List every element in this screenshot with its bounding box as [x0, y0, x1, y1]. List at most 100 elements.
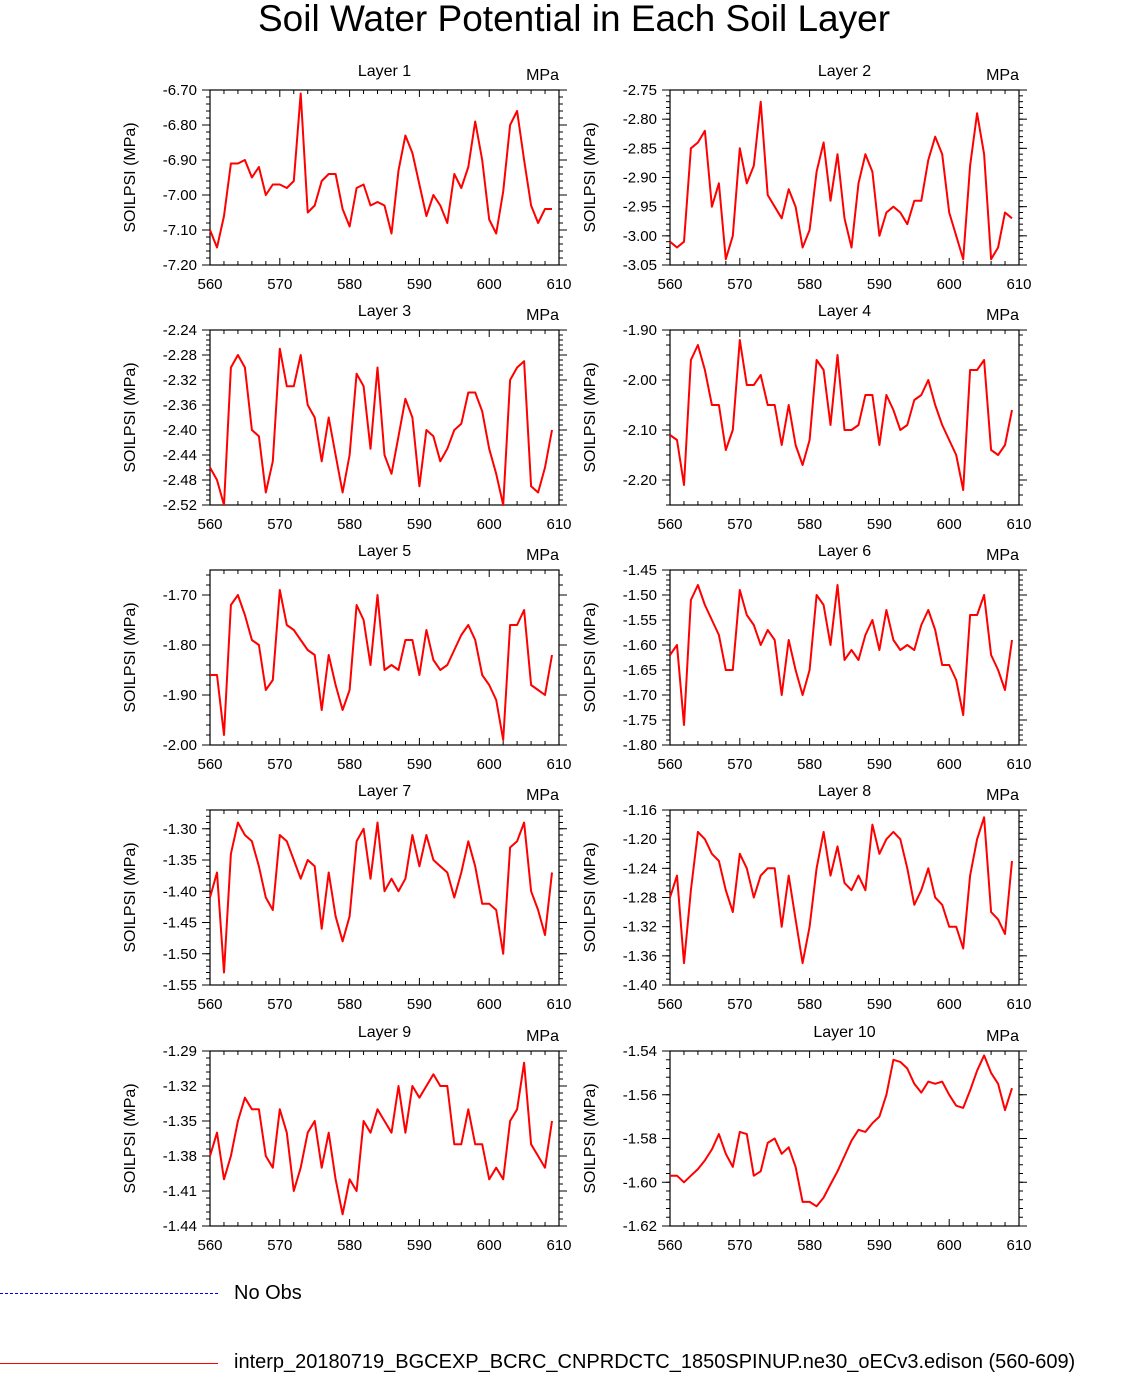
x-tick-label: 580: [797, 996, 822, 1013]
panel-layer-5: 560 570 580 590 600 610 -2.00 -1.90 -1.80 -1.70 SO…: [122, 543, 572, 773]
x-tick-label: 560: [657, 1237, 682, 1254]
plot-frame: [209, 569, 560, 746]
y-axis-label: SOILPSI (MPa): [582, 122, 599, 232]
y-tick-label: -6.90: [163, 152, 197, 169]
x-tick-label: 600: [477, 516, 502, 533]
y-axis-label: SOILPSI (MPa): [122, 362, 139, 472]
y-tick-label: -1.90: [163, 687, 197, 704]
y-tick-label: -1.58: [623, 1131, 657, 1148]
y-tick-label: -1.36: [623, 948, 657, 965]
y-tick-label: -2.36: [163, 397, 197, 414]
panel-units: MPa: [986, 547, 1019, 564]
legend-label-no-obs: No Obs: [234, 1282, 302, 1304]
y-tick-label: -1.38: [163, 1148, 197, 1165]
plot-frame: [209, 89, 560, 266]
panel-units: MPa: [526, 67, 559, 84]
x-tick-label: 570: [727, 996, 752, 1013]
y-tick-label: -3.00: [623, 228, 657, 245]
y-tick-label: -2.32: [163, 372, 197, 389]
plot-frame: [209, 1050, 560, 1227]
x-tick-label: 560: [657, 276, 682, 293]
x-tick-label: 610: [1006, 1237, 1031, 1254]
y-axis-label: SOILPSI (MPa): [582, 602, 599, 712]
y-tick-label: -1.54: [623, 1043, 657, 1060]
y-tick-label: -7.20: [163, 257, 197, 274]
panel-units: MPa: [986, 787, 1019, 804]
y-tick-label: -1.40: [163, 883, 197, 900]
legend-label-model: interp_20180719_BGCEXP_BCRC_CNPRDCTC_185…: [234, 1351, 1076, 1373]
series-line: [209, 347, 553, 506]
y-tick-label: -2.90: [623, 170, 657, 187]
x-tick-label: 590: [867, 276, 892, 293]
plot-frame: [669, 809, 1020, 986]
y-tick-label: -1.35: [163, 1113, 197, 1130]
y-tick-label: -1.28: [623, 890, 657, 907]
y-tick-label: -1.35: [163, 852, 197, 869]
x-tick-label: 590: [867, 756, 892, 773]
y-tick-label: -1.32: [623, 919, 657, 936]
x-tick-label: 570: [267, 516, 292, 533]
panel-title: Layer 6: [818, 543, 871, 560]
x-tick-label: 600: [477, 756, 502, 773]
x-tick-label: 600: [477, 276, 502, 293]
x-tick-label: 560: [197, 516, 222, 533]
y-tick-label: -1.80: [623, 737, 657, 754]
y-tick-label: -1.75: [623, 712, 657, 729]
y-axis-label: SOILPSI (MPa): [122, 602, 139, 712]
y-axis-label: SOILPSI (MPa): [122, 122, 139, 232]
x-tick-label: 610: [1006, 516, 1031, 533]
series-line: [669, 584, 1013, 726]
plot-frame: [669, 569, 1020, 746]
x-tick-label: 610: [1006, 996, 1031, 1013]
y-tick-label: -1.41: [163, 1183, 197, 1200]
y-tick-label: -7.00: [163, 187, 197, 204]
x-tick-label: 560: [657, 756, 682, 773]
panel-layer-3: 560 570 580 590 600 610 -2.52 -2.48 -2.44 -2.40 -2…: [122, 303, 572, 533]
panel-title: Layer 4: [818, 303, 871, 320]
x-tick-label: 560: [197, 1237, 222, 1254]
panel-title: Layer 9: [358, 1024, 411, 1041]
x-tick-label: 560: [197, 996, 222, 1013]
x-tick-label: 560: [657, 996, 682, 1013]
panel-units: MPa: [526, 307, 559, 324]
series-line: [209, 92, 552, 249]
page-title: Soil Water Potential in Each Soil Layer: [257, 0, 891, 39]
x-tick-label: 590: [867, 996, 892, 1013]
x-tick-label: 570: [267, 756, 292, 773]
x-tick-label: 580: [797, 276, 822, 293]
x-tick-label: 570: [727, 1237, 752, 1254]
series-line: [209, 821, 553, 974]
x-tick-label: 580: [337, 276, 362, 293]
x-tick-label: 570: [267, 1237, 292, 1254]
y-tick-label: -1.62: [623, 1218, 657, 1235]
x-tick-label: 570: [267, 276, 292, 293]
y-axis-label: SOILPSI (MPa): [582, 1083, 599, 1193]
y-tick-label: -1.65: [623, 662, 657, 679]
x-tick-label: 600: [937, 996, 962, 1013]
y-tick-label: -2.80: [623, 111, 657, 128]
y-tick-label: -1.44: [163, 1218, 197, 1235]
panel-units: MPa: [986, 67, 1019, 84]
y-tick-label: -1.20: [623, 831, 657, 848]
y-tick-label: -2.85: [623, 140, 657, 157]
x-tick-label: 580: [337, 1237, 362, 1254]
x-tick-label: 600: [937, 516, 962, 533]
legend-line-no-obs: [0, 1293, 218, 1294]
series-line: [669, 339, 1013, 491]
x-tick-label: 580: [797, 1237, 822, 1254]
y-tick-label: -1.70: [623, 687, 657, 704]
y-tick-label: -1.56: [623, 1087, 657, 1104]
x-tick-label: 610: [1006, 756, 1031, 773]
y-axis-label: SOILPSI (MPa): [122, 842, 139, 952]
y-tick-label: -2.44: [163, 447, 197, 464]
x-tick-label: 600: [937, 1237, 962, 1254]
panel-units: MPa: [986, 307, 1019, 324]
panel-title: Layer 8: [818, 783, 871, 800]
panel-units: MPa: [526, 547, 559, 564]
panel-title: Layer 10: [813, 1024, 875, 1041]
panel-title: Layer 7: [358, 783, 411, 800]
x-tick-label: 560: [657, 516, 682, 533]
x-tick-label: 590: [867, 516, 892, 533]
x-tick-label: 590: [407, 1237, 432, 1254]
x-tick-label: 580: [337, 756, 362, 773]
